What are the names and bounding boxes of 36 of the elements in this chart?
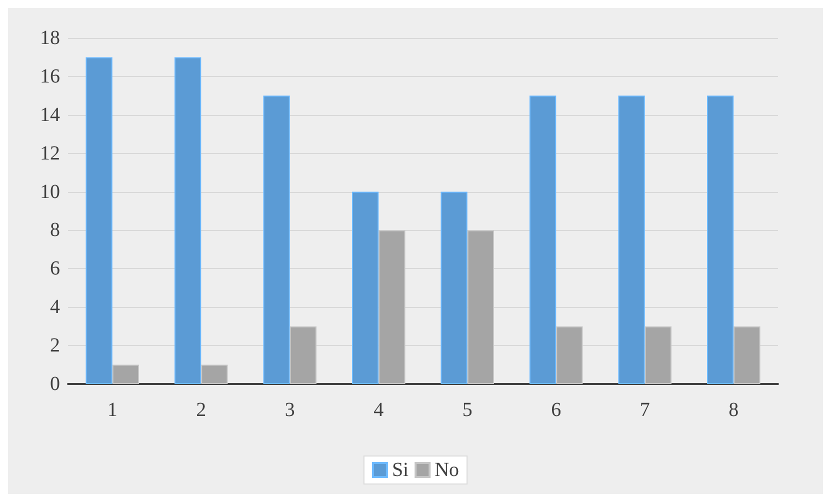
bar bbox=[734, 326, 760, 384]
y-tick-label: 12 bbox=[40, 142, 60, 164]
y-tick-label: 2 bbox=[50, 334, 60, 357]
x-tick-label: 4 bbox=[374, 399, 384, 421]
y-tick-label: 6 bbox=[50, 258, 60, 280]
x-tick-label: 3 bbox=[284, 399, 295, 421]
bar bbox=[201, 364, 228, 384]
bar bbox=[86, 57, 112, 384]
bar bbox=[467, 230, 494, 384]
x-tick-label: 1 bbox=[107, 399, 118, 421]
bar bbox=[440, 192, 468, 384]
bar bbox=[112, 364, 139, 384]
bar bbox=[618, 96, 645, 384]
y-tick-label: 10 bbox=[40, 180, 60, 203]
bar bbox=[290, 326, 316, 384]
y-tick-label: 0 bbox=[50, 373, 60, 395]
y-tick-label: 8 bbox=[50, 219, 60, 242]
legend-label: No bbox=[434, 459, 460, 481]
y-tick-label: 14 bbox=[40, 104, 60, 126]
x-tick-label: 6 bbox=[551, 399, 562, 421]
bar bbox=[644, 326, 672, 384]
bar bbox=[263, 96, 290, 384]
bar bbox=[378, 230, 406, 384]
x-tick-label: 2 bbox=[196, 399, 206, 421]
bar bbox=[707, 96, 734, 384]
bar bbox=[530, 96, 556, 384]
y-tick-label: 4 bbox=[50, 296, 60, 318]
x-tick-label: 7 bbox=[640, 399, 650, 421]
bar bbox=[556, 326, 583, 384]
y-tick-label: 18 bbox=[40, 27, 60, 49]
bar bbox=[352, 192, 379, 384]
x-tick-label: 5 bbox=[462, 399, 472, 421]
x-tick-label: 8 bbox=[728, 399, 739, 421]
y-tick-label: 16 bbox=[40, 65, 60, 88]
legend-label: Si bbox=[392, 459, 410, 481]
bar bbox=[174, 57, 202, 384]
